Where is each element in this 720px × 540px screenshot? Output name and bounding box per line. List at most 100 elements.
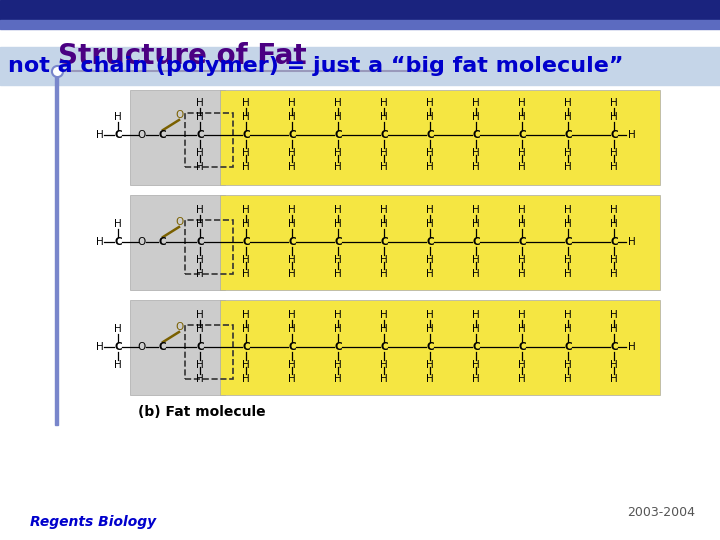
Text: H: H bbox=[242, 324, 250, 334]
Text: C: C bbox=[114, 342, 122, 352]
Text: H: H bbox=[334, 255, 342, 265]
Text: C: C bbox=[334, 342, 342, 352]
Text: H: H bbox=[564, 205, 572, 215]
Text: H: H bbox=[196, 98, 204, 108]
Text: H: H bbox=[196, 269, 204, 279]
Text: H: H bbox=[196, 205, 204, 215]
Text: H: H bbox=[426, 98, 434, 108]
Text: H: H bbox=[196, 324, 204, 334]
Text: H: H bbox=[518, 148, 526, 158]
Text: C: C bbox=[472, 237, 480, 247]
Text: C: C bbox=[380, 130, 388, 140]
Text: C: C bbox=[380, 237, 388, 247]
Text: H: H bbox=[472, 162, 480, 172]
Text: H: H bbox=[610, 360, 618, 370]
Text: H: H bbox=[472, 112, 480, 122]
Text: C: C bbox=[518, 237, 526, 247]
Text: H: H bbox=[610, 324, 618, 334]
Text: H: H bbox=[564, 98, 572, 108]
Text: C: C bbox=[610, 342, 618, 352]
Text: H: H bbox=[426, 148, 434, 158]
Text: H: H bbox=[242, 148, 250, 158]
Text: H: H bbox=[242, 255, 250, 265]
Text: H: H bbox=[564, 148, 572, 158]
Text: H: H bbox=[472, 255, 480, 265]
Text: C: C bbox=[114, 237, 122, 247]
Bar bbox=[185, 220, 233, 274]
Text: H: H bbox=[196, 310, 204, 320]
Text: H: H bbox=[564, 112, 572, 122]
Text: C: C bbox=[564, 130, 572, 140]
Text: C: C bbox=[114, 130, 122, 140]
Text: C: C bbox=[610, 130, 618, 140]
Text: H: H bbox=[564, 324, 572, 334]
Text: H: H bbox=[288, 255, 296, 265]
Text: C: C bbox=[564, 342, 572, 352]
Bar bbox=[220, 195, 660, 290]
Text: H: H bbox=[380, 162, 388, 172]
Text: H: H bbox=[242, 162, 250, 172]
Text: H: H bbox=[334, 162, 342, 172]
Text: H: H bbox=[472, 98, 480, 108]
Text: H: H bbox=[518, 162, 526, 172]
Text: H: H bbox=[518, 112, 526, 122]
Text: H: H bbox=[96, 342, 104, 352]
Text: H: H bbox=[334, 360, 342, 370]
Text: H: H bbox=[196, 255, 204, 265]
Text: H: H bbox=[380, 374, 388, 384]
Text: H: H bbox=[472, 310, 480, 320]
Text: H: H bbox=[334, 98, 342, 108]
Text: H: H bbox=[518, 255, 526, 265]
Text: H: H bbox=[288, 360, 296, 370]
Text: H: H bbox=[518, 310, 526, 320]
Text: H: H bbox=[610, 255, 618, 265]
Text: C: C bbox=[518, 342, 526, 352]
Text: H: H bbox=[426, 112, 434, 122]
Text: H: H bbox=[380, 148, 388, 158]
Text: O: O bbox=[176, 217, 184, 227]
Text: H: H bbox=[610, 148, 618, 158]
Text: C: C bbox=[288, 237, 296, 247]
Bar bbox=[220, 90, 660, 185]
Text: H: H bbox=[426, 255, 434, 265]
Text: H: H bbox=[242, 360, 250, 370]
Text: H: H bbox=[610, 205, 618, 215]
Text: H: H bbox=[518, 374, 526, 384]
Text: H: H bbox=[564, 162, 572, 172]
Text: H: H bbox=[334, 148, 342, 158]
Text: H: H bbox=[288, 98, 296, 108]
Text: H: H bbox=[426, 374, 434, 384]
Text: H: H bbox=[242, 219, 250, 229]
Text: H: H bbox=[196, 112, 204, 122]
Text: Regents Biology: Regents Biology bbox=[30, 515, 156, 529]
Text: H: H bbox=[472, 324, 480, 334]
Text: O: O bbox=[138, 342, 146, 352]
Text: C: C bbox=[426, 237, 434, 247]
Text: H: H bbox=[288, 219, 296, 229]
Text: C: C bbox=[472, 130, 480, 140]
Text: H: H bbox=[380, 360, 388, 370]
Text: H: H bbox=[196, 219, 204, 229]
Bar bbox=[55, 70, 58, 425]
Text: H: H bbox=[610, 374, 618, 384]
Text: H: H bbox=[564, 374, 572, 384]
Text: H: H bbox=[610, 219, 618, 229]
Text: H: H bbox=[380, 219, 388, 229]
Text: H: H bbox=[196, 148, 204, 158]
Text: H: H bbox=[288, 162, 296, 172]
Text: C: C bbox=[196, 237, 204, 247]
Bar bbox=[130, 90, 225, 185]
Text: C: C bbox=[242, 130, 250, 140]
Text: C: C bbox=[158, 342, 166, 352]
Bar bbox=[130, 300, 225, 395]
Text: H: H bbox=[472, 360, 480, 370]
Text: H: H bbox=[426, 219, 434, 229]
Text: H: H bbox=[426, 162, 434, 172]
Text: H: H bbox=[518, 98, 526, 108]
Text: H: H bbox=[628, 237, 636, 247]
Text: C: C bbox=[334, 237, 342, 247]
Text: Structure of Fat: Structure of Fat bbox=[58, 42, 307, 70]
Text: H: H bbox=[472, 219, 480, 229]
Bar bbox=[130, 195, 225, 290]
Text: C: C bbox=[380, 342, 388, 352]
